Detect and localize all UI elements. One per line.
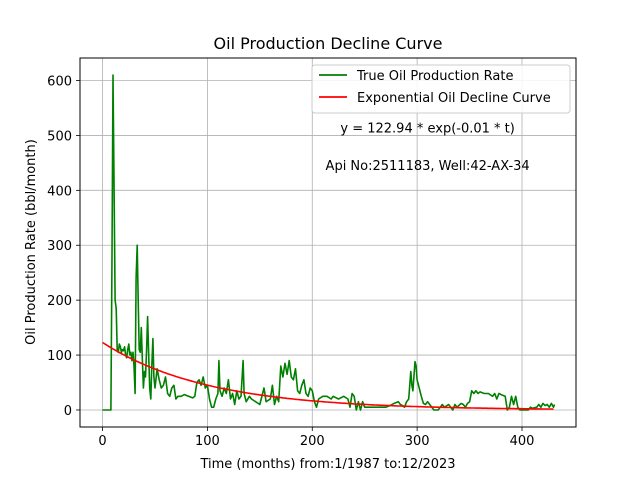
x-tick-label: 300	[405, 434, 430, 449]
y-tick-label: 300	[47, 239, 72, 254]
series-line-exponential-decline	[102, 341, 554, 410]
x-tick-label: 400	[510, 434, 535, 449]
chart-title: Oil Production Decline Curve	[214, 34, 443, 53]
x-tick-label: 200	[300, 434, 325, 449]
legend: True Oil Production Rate Exponential Oil…	[311, 64, 571, 114]
annotation-equation: y = 122.94 * exp(-0.01 * t)	[340, 122, 514, 137]
series-layer	[102, 74, 556, 411]
y-tick-label: 200	[47, 294, 72, 309]
y-axis-label: Oil Production Rate (bbl/month)	[24, 139, 39, 345]
annotation-well-info: Api No:2511183, Well:42-AX-34	[326, 159, 530, 174]
y-tick-label: 500	[47, 129, 72, 144]
y-tick-label: 100	[47, 349, 72, 364]
legend-label-true-rate: True Oil Production Rate	[356, 69, 513, 84]
x-axis-ticks: 0 100 200 300 400	[98, 427, 534, 449]
x-tick-label: 0	[98, 434, 106, 449]
y-tick-label: 0	[64, 404, 72, 419]
series-line-true-oil-rate	[102, 74, 556, 411]
x-tick-label: 100	[195, 434, 220, 449]
y-tick-label: 400	[47, 184, 72, 199]
annotations: y = 122.94 * exp(-0.01 * t) Api No:251118…	[326, 122, 530, 174]
legend-box	[311, 64, 571, 114]
grid-lines	[80, 58, 576, 427]
legend-label-exp-decline: Exponential Oil Decline Curve	[357, 91, 551, 106]
y-axis-ticks: 0 100 200 300 400 500 600	[47, 75, 80, 419]
x-axis-label: Time (months) from:1/1987 to:12/2023	[199, 457, 455, 472]
y-tick-label: 600	[47, 75, 72, 90]
plot-frame	[79, 57, 577, 428]
